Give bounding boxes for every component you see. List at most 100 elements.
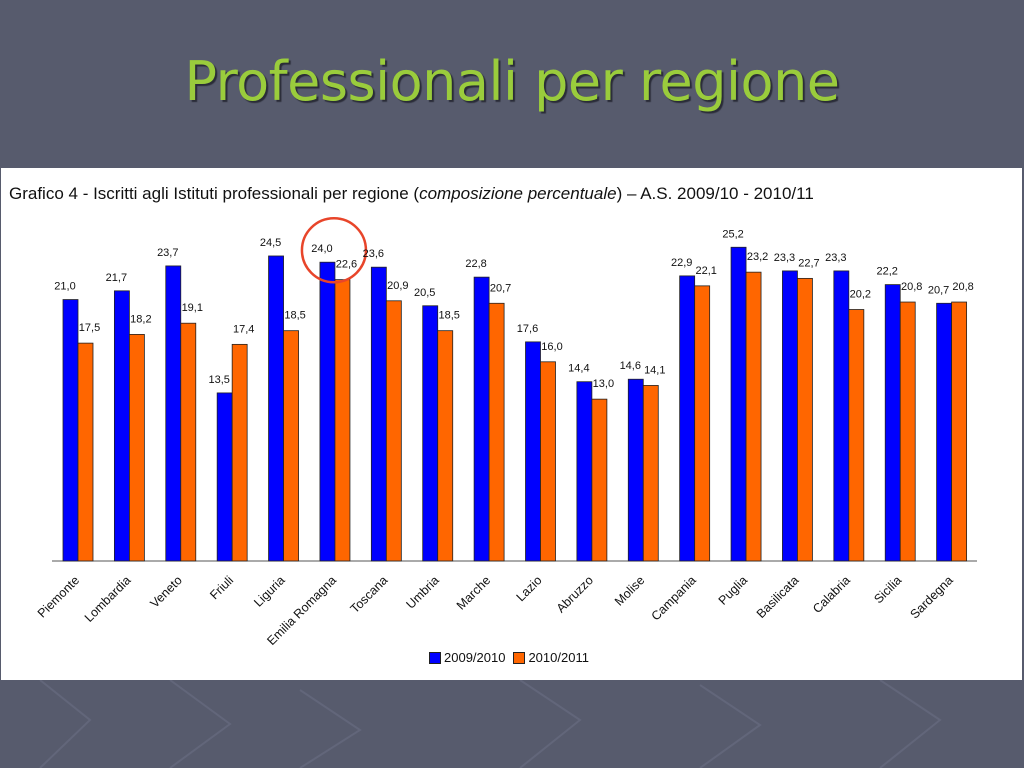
chart-panel: Grafico 4 - Iscritti agli Istituti profe… [1, 168, 1022, 680]
data-label: 23,3 [774, 252, 795, 264]
category-label: Abruzzo [554, 573, 596, 615]
bar-2010-2011 [848, 309, 865, 562]
highlight-circle [300, 216, 368, 284]
data-label: 20,2 [850, 289, 871, 301]
bar-2010-2011 [385, 300, 402, 562]
bar-2010-2011 [694, 285, 711, 562]
bar-2009-2010 [576, 381, 593, 562]
category-label: Marche [454, 573, 493, 612]
data-label: 20,8 [952, 281, 973, 293]
data-label: 18,2 [130, 313, 151, 325]
data-label: 23,7 [157, 247, 178, 259]
bar-2010-2011 [899, 301, 916, 562]
data-label: 22,7 [798, 257, 819, 269]
category-label: Lombardia [82, 573, 134, 625]
legend-swatch-series-1 [429, 651, 441, 664]
data-label: 23,3 [825, 252, 846, 264]
bar-2009-2010 [833, 270, 850, 562]
chart-title-suffix: ) – A.S. 2009/10 - 2010/11 [616, 184, 814, 203]
data-label: 16,0 [541, 341, 562, 353]
bar-2009-2010 [473, 276, 490, 562]
bar-2009-2010 [884, 284, 901, 562]
category-label: Veneto [147, 573, 184, 610]
bar-2009-2010 [525, 341, 541, 562]
data-label: 22,8 [465, 258, 486, 270]
category-label: Sicilia [871, 573, 904, 606]
chart-title: Grafico 4 - Iscritti agli Istituti profe… [9, 184, 814, 204]
legend-label-series-1: 2009/2010 [444, 650, 506, 665]
data-label: 20,8 [901, 281, 922, 293]
bar-2010-2011 [540, 361, 556, 562]
data-label: 18,5 [439, 310, 460, 322]
data-label: 24,5 [260, 237, 281, 249]
legend-item-series-1: 2009/2010 [429, 650, 505, 665]
bar-2009-2010 [319, 261, 336, 562]
data-label: 22,6 [336, 259, 357, 271]
bar-2010-2011 [745, 271, 762, 562]
bar-2010-2011 [231, 343, 248, 562]
chart-title-prefix: Grafico 4 - Iscritti agli Istituti profe… [9, 184, 420, 203]
background-chevron-pattern [39, 680, 942, 768]
data-label: 13,0 [593, 378, 614, 390]
data-label: 20,5 [414, 287, 435, 299]
data-label: 21,0 [54, 281, 75, 293]
chart-legend: 2009/2010 2010/2011 [429, 650, 597, 665]
bar-2009-2010 [422, 305, 439, 562]
data-label: 18,5 [284, 310, 305, 322]
bar-2010-2011 [951, 301, 968, 562]
category-label: Toscana [348, 573, 391, 616]
legend-swatch-series-2 [513, 651, 526, 664]
bar-chart: 21,0 17,5 Piemonte 21,7 18,2 Lombardia 23,7 19,… [35, 216, 977, 648]
bar-2010-2011 [488, 302, 505, 562]
legend-item-series-2: 2010/2011 [513, 650, 589, 665]
category-label: Puglia [716, 573, 751, 608]
data-label: 22,9 [671, 257, 692, 269]
slide-title: Professionali per regione [184, 50, 840, 113]
data-label: 25,2 [722, 228, 743, 240]
data-label: 14,1 [644, 364, 665, 376]
data-label: 20,7 [490, 282, 511, 294]
category-label: Liguria [251, 573, 287, 609]
bar-2010-2011 [334, 279, 351, 562]
data-label: 14,6 [620, 360, 641, 372]
bar-2009-2010 [216, 392, 233, 562]
bar-2010-2011 [77, 342, 94, 562]
category-label: Sardegna [907, 573, 955, 621]
bar-2010-2011 [283, 330, 299, 562]
category-label: Friuli [207, 573, 236, 602]
legend-label-series-2: 2010/2011 [528, 650, 589, 665]
bar-2009-2010 [370, 266, 387, 562]
category-label: Lazio [514, 573, 545, 604]
data-label: 22,2 [877, 266, 898, 278]
bar-2010-2011 [797, 277, 813, 562]
data-label: 20,7 [928, 284, 949, 296]
data-label: 14,4 [568, 363, 589, 375]
data-label: 23,2 [747, 251, 768, 263]
data-label: 17,6 [517, 323, 538, 335]
category-label: Basilicata [754, 573, 802, 621]
data-label: 13,5 [208, 374, 229, 386]
bar-2010-2011 [591, 398, 608, 562]
bar-2009-2010 [113, 290, 130, 562]
category-label: Piemonte [35, 573, 82, 620]
data-label: 19,1 [182, 302, 203, 314]
category-label: Campania [649, 573, 699, 623]
bar-2009-2010 [165, 265, 182, 562]
category-label: Molise [612, 573, 647, 608]
bar-2009-2010 [627, 378, 644, 562]
bar-2009-2010 [62, 299, 79, 562]
bar-2010-2011 [180, 322, 197, 562]
bar-2009-2010 [782, 270, 798, 562]
data-label: 23,6 [363, 248, 384, 260]
data-label: 17,5 [79, 322, 100, 334]
data-label: 22,1 [695, 265, 716, 277]
bar-2009-2010 [679, 275, 696, 562]
bar-2010-2011 [642, 385, 659, 562]
bar-2009-2010 [268, 255, 284, 562]
bar-2009-2010 [936, 302, 953, 562]
bar-2010-2011 [128, 334, 145, 562]
bar-2009-2010 [730, 246, 747, 562]
data-label: 20,9 [387, 280, 408, 292]
bar-2010-2011 [437, 330, 454, 562]
chart-title-italic: composizione percentuale [419, 184, 617, 203]
